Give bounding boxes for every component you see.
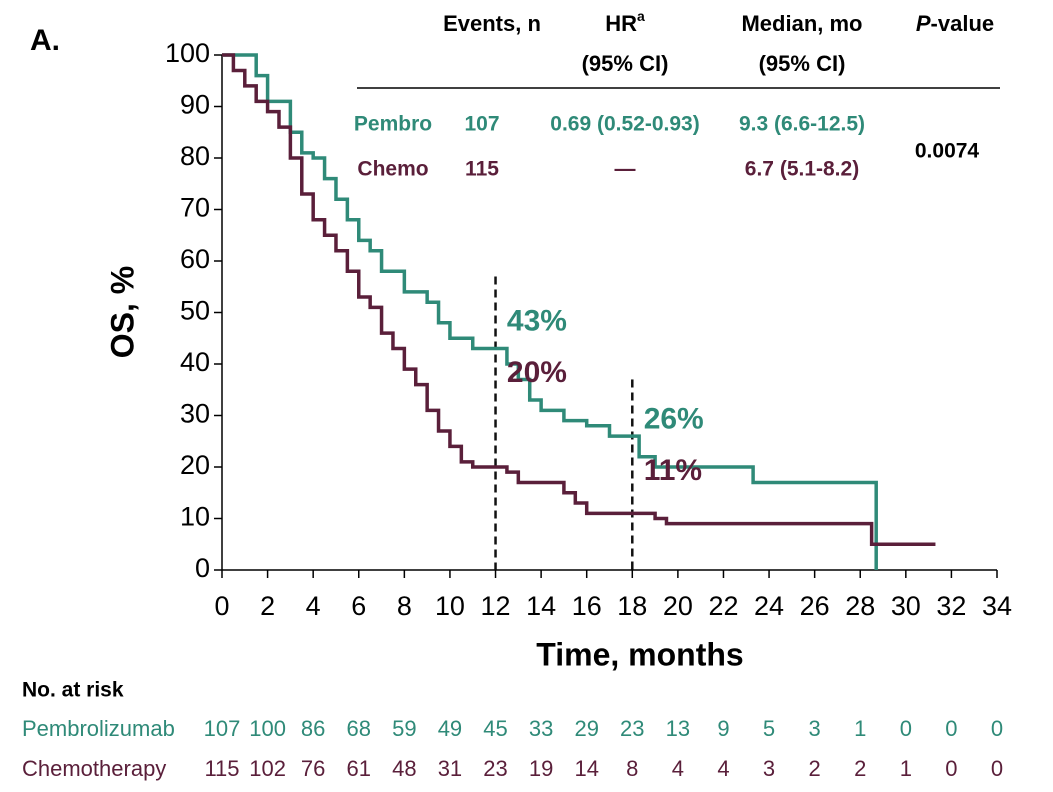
panel-label: A. xyxy=(30,24,60,57)
y-tick-label: 40 xyxy=(180,347,210,377)
risk-value: 19 xyxy=(529,756,553,781)
risk-value: 8 xyxy=(626,756,638,781)
risk-value: 2 xyxy=(854,756,866,781)
risk-value: 3 xyxy=(809,716,821,741)
risk-value: 115 xyxy=(204,756,239,781)
table-header-italic: P xyxy=(916,11,931,36)
y-tick-label: 70 xyxy=(180,193,210,223)
risk-value: 48 xyxy=(392,756,416,781)
x-tick-label: 12 xyxy=(481,591,511,621)
table-cell: 9.3 (6.6-12.5) xyxy=(739,113,865,136)
table-cell: 0.69 (0.52-0.93) xyxy=(550,113,699,136)
y-tick-label: 100 xyxy=(165,38,210,68)
table-cell: — xyxy=(615,158,636,181)
x-tick-label: 22 xyxy=(708,591,738,621)
risk-value: 9 xyxy=(717,716,729,741)
risk-row-label: Pembrolizumab xyxy=(22,716,175,741)
table-header-text: -value xyxy=(931,11,995,36)
x-tick-label: 10 xyxy=(435,591,465,621)
risk-value: 23 xyxy=(483,756,507,781)
y-axis-title: OS, % xyxy=(104,266,140,358)
risk-value: 4 xyxy=(672,756,684,781)
risk-value: 49 xyxy=(438,716,462,741)
x-tick-label: 34 xyxy=(982,591,1012,621)
risk-value: 59 xyxy=(392,716,416,741)
risk-value: 14 xyxy=(574,756,598,781)
x-tick-label: 8 xyxy=(397,591,412,621)
annotation: 43% xyxy=(507,305,567,338)
x-tick-label: 26 xyxy=(800,591,830,621)
y-tick-label: 30 xyxy=(180,399,210,429)
risk-value: 61 xyxy=(347,756,371,781)
risk-value: 33 xyxy=(529,716,553,741)
risk-value: 1 xyxy=(900,756,912,781)
x-tick-label: 20 xyxy=(663,591,693,621)
risk-value: 23 xyxy=(620,716,644,741)
legend-label: Pembro xyxy=(354,113,432,136)
x-tick-label: 24 xyxy=(754,591,784,621)
x-tick-label: 28 xyxy=(845,591,875,621)
risk-value: 100 xyxy=(249,716,286,741)
annotation: 26% xyxy=(644,402,704,435)
x-tick-label: 6 xyxy=(351,591,366,621)
table-header: HRa xyxy=(605,8,645,36)
risk-value: 86 xyxy=(301,716,325,741)
y-tick-label: 50 xyxy=(180,296,210,326)
table-header: (95% CI) xyxy=(582,51,669,76)
x-tick-label: 30 xyxy=(891,591,921,621)
y-tick-label: 0 xyxy=(195,553,210,583)
x-tick-label: 16 xyxy=(572,591,602,621)
table-cell: 107 xyxy=(464,113,499,136)
risk-value: 0 xyxy=(900,716,912,741)
x-axis-title: Time, months xyxy=(536,636,743,672)
table-header-sup: a xyxy=(637,8,645,24)
risk-value: 0 xyxy=(991,716,1003,741)
y-tick-label: 20 xyxy=(180,450,210,480)
table-cell: 115 xyxy=(465,158,499,181)
risk-row-label: Chemotherapy xyxy=(22,756,166,781)
risk-value: 31 xyxy=(438,756,462,781)
table-header: P-value xyxy=(916,11,994,36)
table-cell: 6.7 (5.1-8.2) xyxy=(745,158,859,181)
risk-value: 13 xyxy=(666,716,690,741)
risk-value: 102 xyxy=(249,756,286,781)
risk-value: 4 xyxy=(717,756,729,781)
table-header: (95% CI) xyxy=(759,51,846,76)
risk-value: 2 xyxy=(809,756,821,781)
x-tick-label: 18 xyxy=(617,591,647,621)
risk-value: 107 xyxy=(204,716,241,741)
y-tick-label: 60 xyxy=(180,244,210,274)
y-tick-label: 80 xyxy=(180,141,210,171)
risk-value: 68 xyxy=(347,716,371,741)
legend-label: Chemo xyxy=(357,158,428,181)
table-cell: 0.0074 xyxy=(915,140,980,163)
risk-value: 3 xyxy=(763,756,775,781)
risk-value: 1 xyxy=(854,716,866,741)
risk-title: No. at risk xyxy=(22,679,124,702)
y-tick-label: 10 xyxy=(180,502,210,532)
x-tick-label: 14 xyxy=(526,591,556,621)
risk-value: 0 xyxy=(991,756,1003,781)
risk-value: 29 xyxy=(574,716,598,741)
risk-value: 76 xyxy=(301,756,325,781)
annotation: 11% xyxy=(644,454,702,487)
x-tick-label: 32 xyxy=(936,591,966,621)
table-header: Events, n xyxy=(443,11,541,36)
x-tick-label: 2 xyxy=(260,591,275,621)
risk-value: 45 xyxy=(483,716,507,741)
table-header: Median, mo xyxy=(741,11,862,36)
x-tick-label: 0 xyxy=(215,591,230,621)
y-tick-label: 90 xyxy=(180,90,210,120)
x-tick-label: 4 xyxy=(306,591,321,621)
km-curve xyxy=(222,53,936,546)
risk-value: 0 xyxy=(945,716,957,741)
km-curve xyxy=(222,53,878,570)
table-header-text: HR xyxy=(605,11,637,36)
annotation: 20% xyxy=(507,356,567,389)
risk-value: 0 xyxy=(945,756,957,781)
risk-value: 5 xyxy=(763,716,775,741)
